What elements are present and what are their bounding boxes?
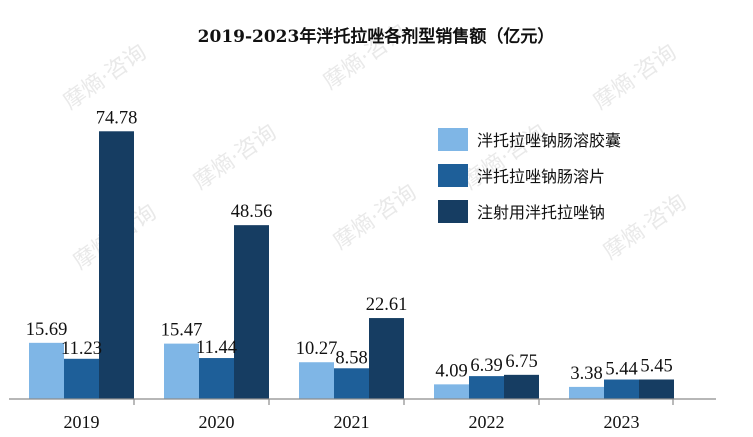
bar-2023-series-2 — [604, 379, 639, 399]
bar-2022-series-2 — [469, 376, 504, 399]
data-label-2019-series-2: 11.23 — [61, 339, 102, 359]
data-label-2019-series-3: 74.78 — [96, 108, 138, 128]
watermark-text: 摩熵·咨询 — [189, 120, 281, 195]
data-label-2019-series-1: 15.69 — [26, 320, 68, 340]
chart-title: 2019-2023年泮托拉唑各剂型销售额（亿元） — [198, 26, 555, 47]
bar-2023-series-1 — [569, 386, 604, 399]
bar-2020-series-1 — [164, 343, 199, 399]
data-label-2021-series-1: 10.27 — [296, 339, 338, 359]
bar-2019-series-1 — [29, 342, 64, 399]
x-axis-ticks: 2019 2020 2021 2022 2023 — [64, 399, 674, 432]
legend-swatch-series-2 — [438, 164, 468, 187]
bars-layer — [29, 131, 674, 399]
watermark-text: 摩熵·咨询 — [329, 180, 421, 255]
legend-label-series-2: 泮托拉唑钠肠溶片 — [477, 167, 605, 186]
data-label-2020-series-1: 15.47 — [161, 321, 203, 341]
watermark-text: 摩熵·咨询 — [599, 190, 691, 265]
bar-2022-series-3 — [504, 374, 539, 399]
bar-2021-series-1 — [299, 362, 334, 399]
x-tick-label-2019: 2019 — [64, 412, 100, 432]
bar-2021-series-2 — [334, 368, 369, 399]
bar-2020-series-3 — [234, 225, 269, 399]
bar-2022-series-1 — [434, 384, 469, 399]
legend-swatch-series-1 — [438, 128, 468, 151]
x-tick-label-2023: 2023 — [604, 412, 640, 432]
watermark-text: 摩熵·咨询 — [589, 40, 681, 115]
data-label-2020-series-3: 48.56 — [231, 202, 273, 222]
legend-label-series-1: 泮托拉唑钠肠溶胶囊 — [477, 131, 621, 150]
x-tick-label-2020: 2020 — [199, 412, 235, 432]
bar-2020-series-2 — [199, 358, 234, 399]
data-label-2023-series-3: 5.45 — [640, 356, 672, 376]
data-label-2021-series-2: 8.58 — [335, 348, 367, 368]
data-label-2021-series-3: 22.61 — [366, 295, 408, 315]
data-label-2022-series-1: 4.09 — [435, 361, 467, 381]
bar-2019-series-2 — [64, 358, 99, 399]
data-label-2020-series-2: 11.44 — [196, 338, 237, 358]
data-label-2022-series-2: 6.39 — [470, 356, 502, 376]
data-label-2022-series-3: 6.75 — [505, 352, 537, 372]
x-tick-label-2021: 2021 — [334, 412, 370, 432]
bar-2023-series-3 — [639, 379, 674, 399]
legend-swatch-series-3 — [438, 200, 468, 223]
data-label-2023-series-1: 3.38 — [570, 364, 602, 384]
bar-2021-series-3 — [369, 318, 404, 399]
x-tick-label-2022: 2022 — [469, 412, 505, 432]
data-label-2023-series-2: 5.44 — [605, 360, 637, 380]
bar-2019-series-3 — [99, 131, 134, 399]
legend-label-series-3: 注射用泮托拉唑钠 — [477, 203, 605, 222]
watermark-text: 摩熵·咨询 — [59, 40, 151, 115]
